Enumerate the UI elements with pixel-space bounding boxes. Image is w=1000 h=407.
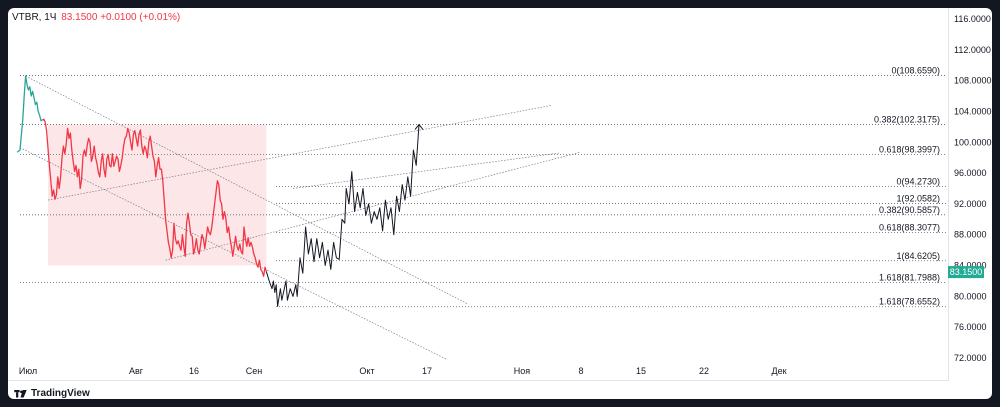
trend-line-0 <box>25 75 469 305</box>
trend-line-2 <box>47 104 553 201</box>
fib-level-label-5: 0.382(90.5857) <box>879 205 940 215</box>
symbol-name[interactable]: VTBR <box>12 12 39 23</box>
x-tick-label-4: Окт <box>359 366 374 376</box>
y-tick-label-7: 100.0000 <box>954 137 992 147</box>
fib-level-label-3: 0(94.2730) <box>896 176 940 186</box>
y-tick-label-10: 112.0000 <box>954 45 991 55</box>
x-tick-label-1: Авг <box>129 366 144 376</box>
fib-level-label-8: 1.618(81.7988) <box>879 273 940 283</box>
interval-label[interactable]: 1Ч <box>44 12 57 23</box>
y-tick-label-11: 116.0000 <box>954 14 991 24</box>
price-change: +0.0100 (+0.01%) <box>100 12 181 23</box>
fib-level-label-7: 1(84.6205) <box>896 251 940 261</box>
x-tick-label-0: Июл <box>19 366 37 376</box>
last-price: 83.1500 <box>61 12 98 23</box>
y-tick-label-2: 80.0000 <box>954 291 987 301</box>
last-price-label-bg <box>948 266 984 279</box>
x-tick-label-7: 8 <box>578 366 583 376</box>
tradingview-logo-icon <box>14 389 27 398</box>
last-price-label: 83.1500 <box>950 267 983 277</box>
trend-line-3 <box>165 151 581 261</box>
x-tick-label-6: Ноя <box>514 366 531 376</box>
fib-level-label-9: 1.618(78.6552) <box>879 297 940 307</box>
shaded-zone <box>48 124 267 266</box>
y-tick-label-9: 108.0000 <box>954 76 992 86</box>
fib-level-label-6: 0.618(88.3077) <box>879 222 940 232</box>
y-tick-label-1: 76.0000 <box>954 322 987 332</box>
x-tick-label-8: 15 <box>636 366 646 376</box>
tradingview-logo[interactable]: TradingView <box>14 388 90 399</box>
trend-line-4 <box>292 152 560 189</box>
y-tick-label-3: 84.0000 <box>954 261 987 271</box>
series-price-green <box>16 75 43 153</box>
chart-frame: 0(108.6590) 0.382(102.3175) 0.618(98.3997)… <box>8 8 992 399</box>
y-tick-label-0: 72.0000 <box>954 353 987 363</box>
fib-level-label-0: 0(108.6590) <box>891 66 940 76</box>
chart-pane[interactable] <box>8 8 949 381</box>
fib-level-label-2: 0.618(98.3997) <box>879 145 940 155</box>
x-tick-label-2: 16 <box>189 366 199 376</box>
fib-level-label-4: 1(92.0582) <box>896 193 940 203</box>
y-tick-label-6: 96.0000 <box>954 168 987 178</box>
x-tick-label-3: Сен <box>246 366 263 376</box>
y-tick-label-5: 92.0000 <box>954 199 987 209</box>
price-chart[interactable]: 0(108.6590) 0.382(102.3175) 0.618(98.3997)… <box>8 8 992 399</box>
projection-arrowhead <box>414 123 424 130</box>
tradingview-logo-text: TradingView <box>31 388 90 399</box>
symbol-legend: VTBR, 1Ч 83.1500 +0.0100 (+0.01%) <box>12 12 181 23</box>
series-projection <box>265 124 420 307</box>
x-tick-label-5: 17 <box>422 366 432 376</box>
x-tick-label-9: 22 <box>699 366 709 376</box>
y-tick-label-4: 88.0000 <box>954 230 987 240</box>
fib-level-label-1: 0.382(102.3175) <box>874 114 940 124</box>
series-price-red <box>42 118 268 277</box>
x-tick-label-10: Дек <box>771 366 786 376</box>
y-tick-label-8: 104.0000 <box>954 106 992 116</box>
